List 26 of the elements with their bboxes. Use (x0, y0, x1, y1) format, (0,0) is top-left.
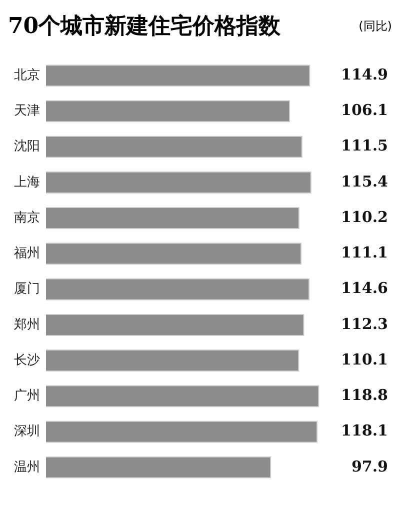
y-tick-label: 福州 (14, 246, 40, 262)
y-tick-label: 北京 (14, 68, 40, 83)
text: (同比) (358, 18, 392, 34)
data-label: 110.2 (341, 208, 388, 226)
y-tick-label: 南京 (14, 210, 40, 226)
y-tick-label: 天津 (14, 104, 40, 119)
data-label: 112.3 (341, 314, 388, 333)
data-label: 118.1 (341, 422, 388, 440)
data-label: 118.8 (341, 386, 388, 404)
y-tick-label: 郑州 (14, 317, 40, 332)
data-label: 110.1 (341, 350, 388, 368)
y-tick-label: 沈阳 (14, 139, 40, 154)
y-tick-label: 温州 (14, 460, 40, 475)
data-label: 111.1 (341, 244, 388, 262)
y-tick-label: 上海 (14, 174, 40, 190)
data-label: 114.9 (341, 66, 388, 84)
data-label: 106.1 (341, 101, 388, 120)
y-tick-label: 深圳 (14, 424, 40, 440)
data-label: 111.5 (341, 136, 388, 155)
data-label: 115.4 (341, 172, 388, 190)
data-label: 97.9 (351, 457, 388, 476)
y-tick-label: 长沙 (14, 352, 40, 368)
y-tick-label: 广州 (14, 388, 40, 404)
chart-title: 70个城市新建住宅价格指数 (8, 12, 281, 41)
y-tick-label: 厦门 (14, 280, 40, 297)
data-label: 114.6 (341, 279, 388, 298)
